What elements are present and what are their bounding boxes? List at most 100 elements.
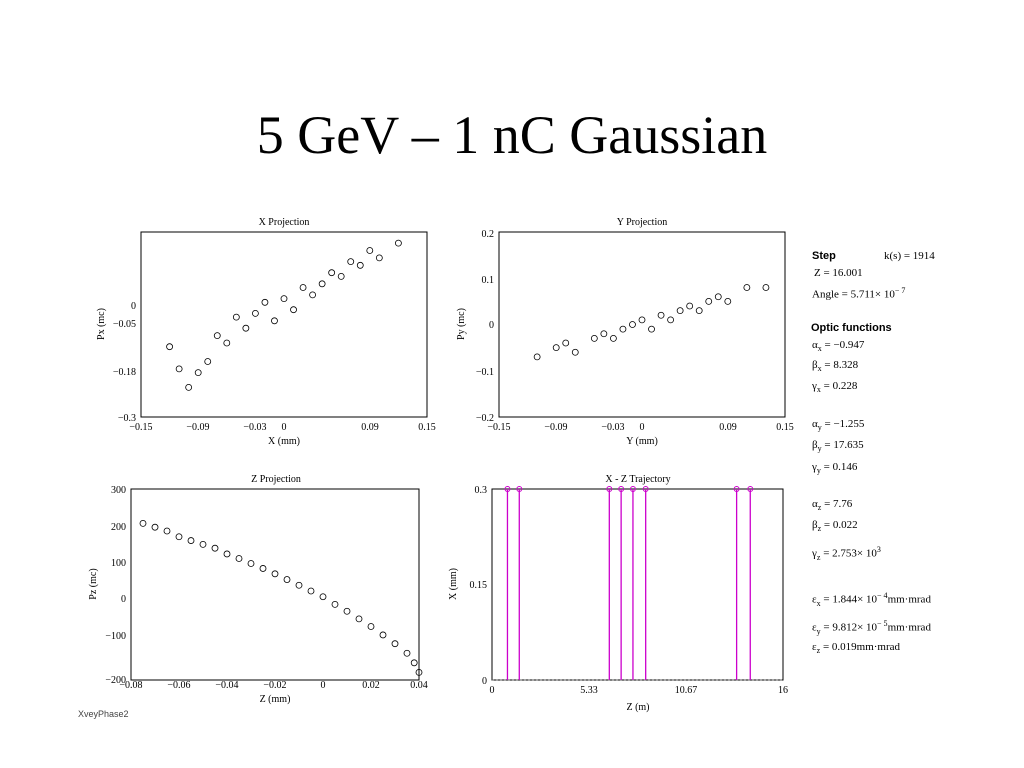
data-point	[600, 330, 608, 338]
data-point	[629, 321, 636, 328]
x-tick-label: 16	[778, 685, 788, 696]
y-tick-label: 300	[111, 485, 126, 496]
trajectory-point	[733, 486, 740, 492]
y-tick-label: −0.3	[118, 413, 136, 424]
emittance-z: εz = 0.019mm·mrad	[812, 641, 901, 656]
x-tick-label: −0.04	[215, 680, 238, 691]
alpha-x: αx = −0.947	[812, 339, 865, 354]
y-tick-labels: −200 −100 0 100 200 300	[105, 485, 126, 686]
data-point	[355, 615, 363, 623]
plot-frame	[140, 231, 428, 418]
data-point	[403, 649, 411, 657]
x-tick-label: 0.09	[719, 422, 737, 433]
data-point	[366, 247, 374, 254]
data-point	[232, 313, 240, 321]
trajectory-point	[747, 486, 754, 492]
x-tick-labels: −0.15 −0.09 −0.03 0 0.09 0.15	[129, 422, 435, 433]
plot-frame	[498, 231, 786, 418]
data-point	[259, 565, 267, 572]
data-point	[648, 325, 655, 333]
data-point	[290, 306, 297, 314]
x-axis-label: Z (mm)	[260, 694, 291, 705]
data-point	[271, 317, 278, 325]
data-point	[309, 291, 317, 299]
x-tick-labels: 0 5.33 10.67 16	[490, 685, 789, 696]
x-tick-label: 0	[282, 422, 287, 433]
chart-title: X - Z Trajectory	[605, 474, 670, 485]
x-tick-label: 5.33	[580, 685, 598, 696]
beta-z: βz = 0.022	[812, 519, 858, 534]
data-point	[199, 540, 207, 548]
slide-title: 5 GeV – 1 nC Gaussian	[256, 105, 768, 165]
data-point	[743, 284, 751, 291]
x-tick-label: −0.15	[487, 422, 510, 433]
data-point	[762, 284, 770, 291]
alpha-z: αz = 7.76	[812, 498, 853, 513]
data-point	[307, 587, 315, 595]
data-point	[667, 316, 674, 324]
x-tick-label: 0.04	[410, 680, 428, 691]
x-axis-label: Z (m)	[626, 702, 649, 713]
y-axis-label: Px (mc)	[96, 308, 107, 340]
data-point	[343, 607, 351, 615]
y-tick-label: −200	[105, 675, 126, 686]
gamma-z: γz = 2.753× 103	[812, 545, 881, 562]
x-tick-label: −0.02	[263, 680, 286, 691]
x-tick-label: 0.15	[776, 422, 794, 433]
x-axis-label: X (mm)	[268, 436, 300, 447]
data-point	[638, 316, 646, 324]
x-tick-label: 0.09	[361, 422, 379, 433]
data-point	[139, 519, 147, 527]
x-tick-label: 0	[490, 685, 495, 696]
y-tick-labels: −0.3 −0.18 −0.05 0	[113, 301, 136, 424]
y-tick-label: 0.15	[470, 580, 488, 591]
figure-caption: XveyPhase2	[78, 709, 129, 719]
y-axis-label: X (mm)	[448, 568, 459, 600]
x-tick-label: −0.06	[167, 680, 190, 691]
data-point	[367, 623, 375, 630]
data-point	[705, 297, 713, 305]
optic-functions-heading: Optic functions	[811, 322, 892, 334]
x-tick-label: 0	[321, 680, 326, 691]
y-tick-labels: −0.2 −0.1 0 0.1 0.2	[476, 229, 494, 424]
data-point	[283, 576, 291, 583]
data-point	[223, 550, 231, 558]
data-points	[166, 239, 402, 391]
y-axis-label: Pz (mc)	[88, 568, 99, 599]
data-points	[504, 486, 754, 680]
y-tick-label: −100	[105, 631, 126, 642]
data-point	[676, 307, 684, 315]
data-point	[166, 343, 174, 351]
trajectory-point	[618, 486, 625, 492]
y-tick-label: 0.3	[475, 485, 488, 496]
alpha-y: αy = −1.255	[812, 418, 865, 433]
chart-x-projection: X Projection X (mm) Px (mc) −0.15 −0.09 …	[96, 217, 436, 447]
data-point	[319, 593, 327, 601]
beta-y: βy = 17.635	[812, 439, 864, 454]
x-tick-label: −0.03	[601, 422, 624, 433]
y-tick-label: −0.18	[113, 367, 136, 378]
data-point	[657, 311, 665, 319]
y-tick-labels: 0 0.15 0.3	[470, 485, 488, 687]
y-tick-label: 0	[482, 676, 487, 687]
data-point	[714, 293, 722, 301]
data-point	[391, 640, 399, 648]
data-point	[571, 348, 579, 356]
data-point	[194, 369, 202, 377]
data-point	[552, 344, 560, 352]
data-point	[185, 383, 193, 391]
y-tick-label: 0.1	[482, 275, 495, 286]
trajectory-point	[629, 486, 636, 492]
x-tick-label: 0.15	[418, 422, 436, 433]
data-point	[223, 339, 231, 347]
x-tick-labels: −0.15 −0.09 −0.03 0 0.09 0.15	[487, 422, 793, 433]
data-point	[686, 302, 694, 310]
data-point	[271, 570, 279, 578]
data-points	[139, 519, 423, 676]
data-point	[261, 298, 269, 306]
x-tick-label: 10.67	[675, 685, 698, 696]
emittance-y: εy = 9.812× 10− 5mm·mrad	[812, 619, 931, 636]
y-tick-label: 0.2	[482, 229, 495, 240]
plot-frame	[130, 488, 420, 681]
